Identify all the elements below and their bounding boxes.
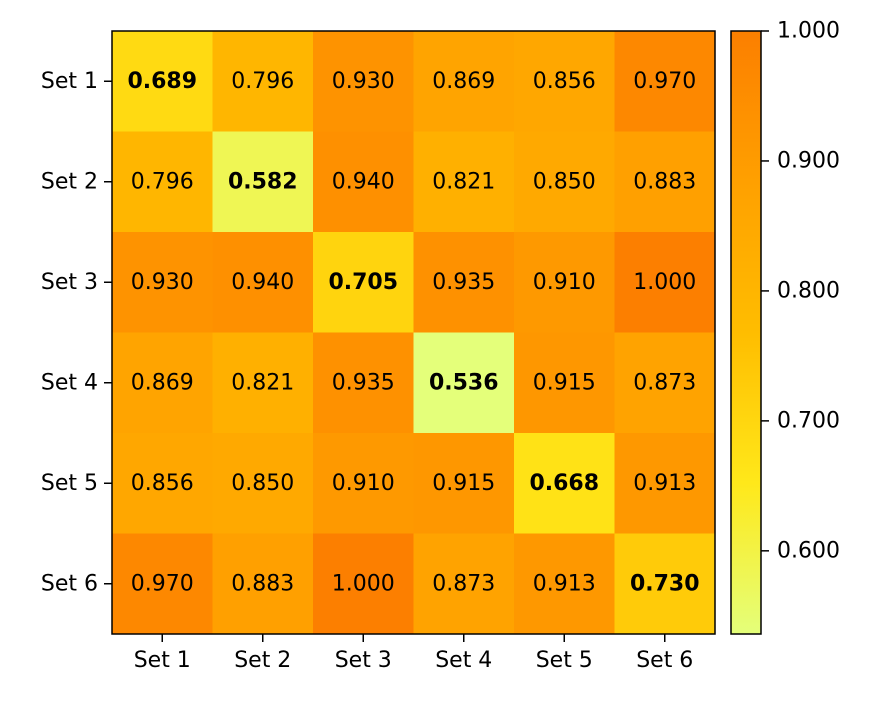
x-axis-ticks: Set 1 Set 2 Set 3 Set 4 Set 5 Set 6 — [134, 634, 693, 673]
cell-value-label: 0.730 — [630, 571, 700, 596]
heatmap-cell — [313, 433, 414, 534]
plot-frame — [111, 30, 716, 635]
x-tick-label: Set 5 — [536, 648, 593, 673]
heatmap-cell — [514, 332, 615, 434]
cell-value-label: 1.000 — [633, 270, 696, 295]
heatmap-cell — [112, 232, 213, 333]
heatmap-cell — [112, 332, 213, 434]
heatmap-cell — [514, 433, 615, 534]
heatmap-cell — [614, 232, 716, 333]
cell-value-label: 0.873 — [633, 370, 696, 395]
x-tick-label: Set 1 — [134, 648, 191, 673]
cell-value-label: 0.940 — [332, 169, 395, 194]
cell-value-label: 0.821 — [432, 169, 495, 194]
heatmap-cell — [112, 131, 213, 233]
cell-value-label: 0.582 — [228, 169, 298, 194]
y-tick-label: Set 6 — [41, 571, 98, 596]
heatmap-cell — [514, 31, 615, 132]
x-tick-label: Set 3 — [335, 648, 392, 673]
colorbar-tick-label: 0.600 — [777, 538, 840, 563]
y-tick-label: Set 1 — [41, 69, 98, 94]
y-axis-ticks: Set 1 Set 2 Set 3 Set 4 Set 5 Set 6 — [41, 69, 112, 596]
heatmap-cell — [112, 533, 213, 635]
heatmap-cell — [413, 31, 515, 132]
heatmap-cell — [313, 131, 414, 233]
heatmap-cell — [514, 232, 615, 333]
cell-value-label: 0.689 — [127, 69, 197, 94]
heatmap-cell — [212, 332, 314, 434]
cell-value-label: 0.940 — [231, 270, 294, 295]
heatmap-cell — [614, 31, 716, 132]
cell-value-label: 0.970 — [633, 69, 696, 94]
cell-value-label: 0.869 — [131, 370, 194, 395]
y-tick-label: Set 2 — [41, 169, 98, 194]
x-tick-label: Set 6 — [636, 648, 693, 673]
cell-value-label: 0.910 — [533, 270, 596, 295]
cell-value-label: 0.850 — [231, 471, 294, 496]
heatmap-cells: 0.689 0.796 0.930 0.869 0.856 0.970 0.796 0.582… — [112, 31, 716, 635]
heatmap-cell — [413, 131, 515, 233]
heatmap-cell — [313, 31, 414, 132]
cell-value-label: 0.935 — [432, 270, 495, 295]
colorbar-tick-label: 1.000 — [777, 19, 840, 44]
heatmap-cell — [212, 232, 314, 333]
cell-value-label: 0.821 — [231, 370, 294, 395]
cell-value-label: 0.856 — [131, 471, 194, 496]
heatmap-cell — [614, 131, 716, 233]
cell-value-label: 0.536 — [429, 370, 499, 395]
heatmap-cell — [112, 31, 213, 132]
colorbar — [730, 30, 762, 635]
heatmap-cell — [313, 232, 414, 333]
cell-value-label: 0.850 — [533, 169, 596, 194]
heatmap-cell — [313, 533, 414, 635]
cell-value-label: 0.930 — [131, 270, 194, 295]
cell-value-label: 0.668 — [529, 471, 599, 496]
colorbar-tick-label: 0.700 — [777, 408, 840, 433]
y-tick-label: Set 3 — [41, 270, 98, 295]
heatmap-cell — [212, 433, 314, 534]
cell-value-label: 0.856 — [533, 69, 596, 94]
cell-value-label: 0.883 — [231, 571, 294, 596]
heatmap-cell — [413, 433, 515, 534]
y-tick-label: Set 5 — [41, 471, 98, 496]
heatmap-cell — [514, 131, 615, 233]
cell-value-label: 0.915 — [533, 370, 596, 395]
cell-value-label: 0.913 — [533, 571, 596, 596]
cell-value-label: 0.915 — [432, 471, 495, 496]
colorbar-tick-label: 0.900 — [777, 148, 840, 173]
heatmap-cell — [212, 31, 314, 132]
x-tick-label: Set 4 — [435, 648, 492, 673]
cell-value-label: 0.883 — [633, 169, 696, 194]
cell-value-label: 0.930 — [332, 69, 395, 94]
heatmap-cell — [614, 533, 716, 635]
cell-value-label: 0.935 — [332, 370, 395, 395]
heatmap-cell — [212, 131, 314, 233]
y-tick-label: Set 4 — [41, 370, 98, 395]
heatmap-cell — [212, 533, 314, 635]
x-tick-label: Set 2 — [234, 648, 291, 673]
cell-value-label: 0.705 — [328, 270, 398, 295]
heatmap-cell — [614, 433, 716, 534]
cell-value-label: 0.796 — [131, 169, 194, 194]
cell-value-label: 0.910 — [332, 471, 395, 496]
heatmap-cell — [112, 433, 213, 534]
heatmap-cell — [514, 533, 615, 635]
cell-value-label: 0.873 — [432, 571, 495, 596]
heatmap-cell — [313, 332, 414, 434]
heatmap-cell — [413, 332, 515, 434]
colorbar-tick-label: 0.800 — [777, 278, 840, 303]
heatmap-cell — [413, 232, 515, 333]
heatmap-cell — [614, 332, 716, 434]
cell-value-label: 0.869 — [432, 69, 495, 94]
cell-value-label: 0.970 — [131, 571, 194, 596]
cell-value-label: 1.000 — [332, 571, 395, 596]
heatmap-cell — [413, 533, 515, 635]
cell-value-label: 0.913 — [633, 471, 696, 496]
colorbar-ticks: 0.600 0.700 0.800 0.900 1.000 — [761, 19, 840, 563]
cell-value-label: 0.796 — [231, 69, 294, 94]
